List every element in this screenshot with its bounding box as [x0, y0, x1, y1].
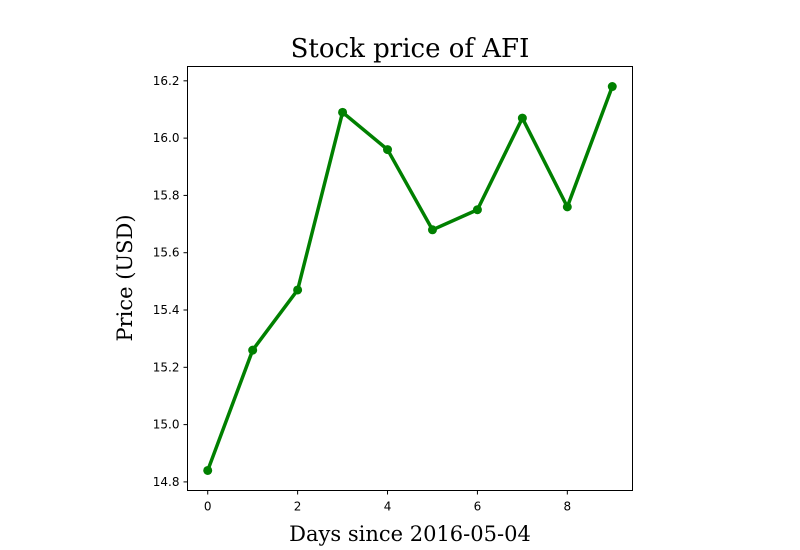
x-tick-label: 4	[384, 500, 392, 514]
y-tick-label: 15.2	[153, 360, 180, 374]
x-tick-label: 6	[474, 500, 482, 514]
plot-frame	[187, 66, 633, 491]
y-axis-label: Price (USD)	[113, 214, 137, 341]
data-point	[293, 285, 303, 295]
y-tick-label: 14.8	[153, 475, 180, 489]
ticks-layer: 0 2 4 6 8 14.8 15.0 15.2 15.4 15.6 15.8 16.0 16.2	[153, 74, 571, 514]
chart-title: Stock price of AFI	[291, 34, 530, 64]
data-point	[427, 225, 437, 235]
y-tick-label: 16.0	[153, 131, 180, 145]
y-tick-label: 15.4	[153, 303, 180, 317]
data-point	[517, 113, 527, 123]
data-point	[248, 345, 258, 355]
data-point	[203, 465, 213, 475]
x-tick-label: 2	[294, 500, 302, 514]
data-point	[383, 145, 393, 155]
data-point	[338, 107, 348, 117]
data-point	[607, 82, 617, 92]
series-layer	[203, 82, 617, 475]
x-tick-label: 8	[564, 500, 572, 514]
x-tick-label: 0	[204, 500, 212, 514]
y-tick-label: 16.2	[153, 74, 180, 88]
y-tick-label: 15.8	[153, 188, 180, 202]
data-point	[562, 202, 572, 212]
y-tick-label: 15.6	[153, 246, 180, 260]
series-line	[205, 84, 615, 473]
x-axis-label: Days since 2016-05-04	[289, 522, 531, 546]
data-point	[472, 205, 482, 215]
y-tick-label: 15.0	[153, 418, 180, 432]
